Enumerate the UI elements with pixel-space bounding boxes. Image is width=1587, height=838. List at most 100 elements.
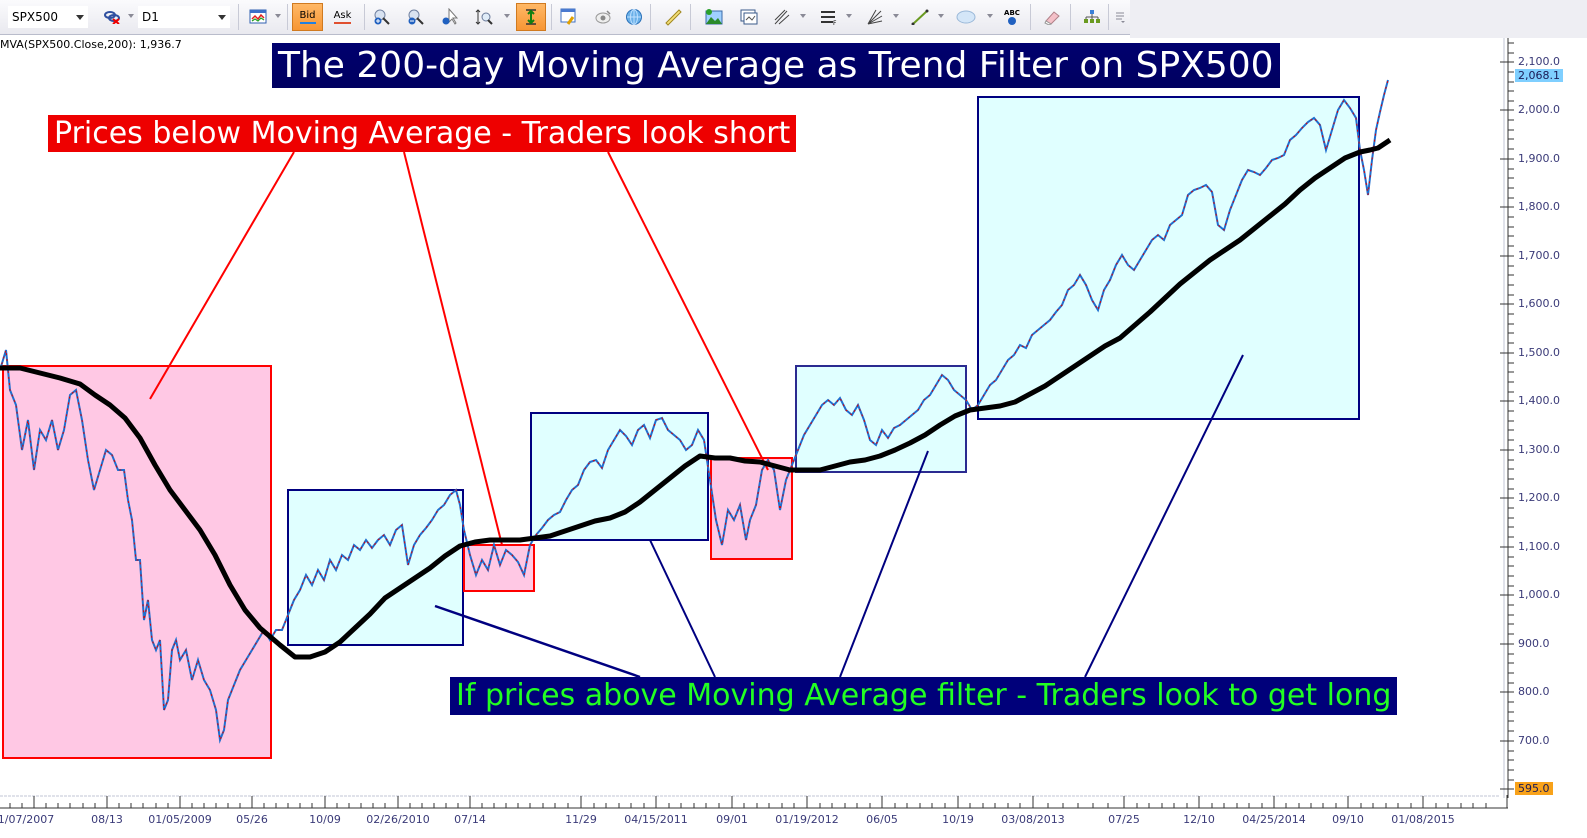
low-price-badge: 595.0	[1515, 782, 1553, 795]
pointer-long-2	[649, 539, 716, 678]
fan-icon[interactable]	[861, 3, 889, 31]
x-tick-label: 09/01	[716, 813, 748, 826]
x-tick-label: 1/07/2007	[0, 813, 55, 826]
y-tick-label: 1,100.0	[1518, 540, 1560, 553]
chevron-down-icon	[76, 15, 84, 20]
symbol-select[interactable]: SPX500	[8, 6, 88, 28]
chart-title: The 200-day Moving Average as Trend Filt…	[272, 43, 1280, 88]
chevron-down-icon[interactable]	[504, 14, 510, 18]
hide-icon[interactable]	[589, 3, 617, 31]
price-chart-svg	[0, 79, 1392, 759]
separator	[287, 4, 288, 30]
x-tick-label: 09/10	[1332, 813, 1364, 826]
timeframe-select[interactable]: D1	[138, 6, 230, 28]
y-tick-label: 1,700.0	[1518, 249, 1560, 262]
time-axis[interactable]: 1/07/2007 08/13 01/05/2009 05/26 10/09 0…	[0, 795, 1508, 838]
chevron-down-icon	[218, 15, 226, 20]
zoom-in-icon[interactable]	[368, 3, 396, 31]
region-short-2010	[463, 544, 535, 592]
chevron-down-icon[interactable]	[987, 14, 993, 18]
svg-text:F: F	[833, 20, 837, 25]
x-tick-label: 04/15/2011	[624, 813, 688, 826]
price-axis[interactable]: 2,100.0 2,068.1 2,000.0 1,900.0 1,800.0 …	[1500, 38, 1587, 798]
pointer-short-1	[149, 151, 295, 400]
pointer-long-4	[1084, 354, 1244, 678]
y-tick-label: 1,900.0	[1518, 152, 1560, 165]
eraser-icon[interactable]	[1038, 3, 1066, 31]
autoscale-icon[interactable]	[516, 3, 546, 31]
chevron-down-icon[interactable]	[800, 14, 806, 18]
separator	[690, 4, 691, 30]
chevron-down-icon[interactable]	[128, 14, 134, 18]
ellipse-icon[interactable]	[952, 3, 980, 31]
x-tick-label: 01/05/2009	[148, 813, 212, 826]
pointer-short-2	[403, 151, 503, 546]
ask-toggle[interactable]: Ask	[327, 3, 358, 31]
y-tick-label: 1,200.0	[1518, 491, 1560, 504]
x-tick-label: 03/08/2013	[1001, 813, 1065, 826]
globe-icon[interactable]	[620, 3, 648, 31]
region-short-2008	[2, 365, 272, 759]
add-chart-icon[interactable]	[735, 3, 763, 31]
pointer-long-1	[434, 604, 641, 679]
chevron-down-icon[interactable]	[938, 14, 944, 18]
moving-average-line	[0, 137, 1392, 660]
chevron-down-icon[interactable]	[275, 14, 281, 18]
unlink-icon[interactable]	[98, 3, 126, 31]
separator	[650, 4, 651, 30]
ruler-icon[interactable]	[659, 3, 687, 31]
separator	[1030, 4, 1031, 30]
bid-toggle[interactable]: Bid	[292, 3, 323, 31]
y-tick-label: 1,300.0	[1518, 443, 1560, 456]
text-icon[interactable]: ABC	[998, 3, 1026, 31]
long-annotation: If prices above Moving Average filter - …	[450, 677, 1398, 715]
separator	[551, 4, 552, 30]
y-tick-label: 900.0	[1518, 637, 1550, 650]
x-tick-label: 01/19/2012	[775, 813, 839, 826]
pointer-short-3	[607, 151, 769, 471]
x-tick-label: 08/13	[91, 813, 123, 826]
symbol-value: SPX500	[12, 10, 58, 24]
add-image-icon[interactable]	[700, 3, 728, 31]
y-tick-label: 1,000.0	[1518, 588, 1560, 601]
separator	[1070, 4, 1071, 30]
more-icon[interactable]	[1110, 3, 1130, 31]
x-tick-label: 10/19	[942, 813, 974, 826]
y-tick-label: 2,100.0	[1518, 55, 1560, 68]
time-axis-ticks	[0, 795, 1508, 809]
x-tick-label: 01/08/2015	[1391, 813, 1455, 826]
fibonacci-icon[interactable]	[768, 3, 796, 31]
x-tick-label: 04/25/2014	[1242, 813, 1306, 826]
x-tick-label: 05/26	[236, 813, 268, 826]
y-tick-label: 1,400.0	[1518, 394, 1560, 407]
chart-toolbar: SPX500 D1 Bid Ask	[0, 0, 1130, 35]
x-tick-label: 07/14	[454, 813, 486, 826]
chevron-down-icon[interactable]	[846, 14, 852, 18]
x-tick-label: 02/26/2010	[366, 813, 430, 826]
chevron-down-icon[interactable]	[893, 14, 899, 18]
hierarchy-icon[interactable]	[1078, 3, 1106, 31]
separator	[1108, 4, 1109, 30]
chart-type-icon[interactable]	[244, 3, 272, 31]
zoom-out-icon[interactable]	[402, 3, 430, 31]
timeframe-value: D1	[142, 10, 159, 24]
properties-icon[interactable]	[555, 3, 583, 31]
x-tick-label: 11/29	[565, 813, 597, 826]
x-tick-label: 12/10	[1183, 813, 1215, 826]
indicator-label: MVA(SPX500.Close,200): 1,936.7	[0, 38, 182, 51]
line-icon[interactable]	[906, 3, 934, 31]
price-axis-ticks	[1500, 38, 1514, 798]
chart-plot-area[interactable]	[0, 38, 1500, 795]
region-long-2013-2014	[977, 96, 1360, 420]
x-tick-label: 10/09	[309, 813, 341, 826]
y-tick-label: 1,600.0	[1518, 297, 1560, 310]
current-price-badge: 2,068.1	[1515, 69, 1563, 82]
fib-levels-icon[interactable]: F	[815, 3, 843, 31]
zoom-cursor-icon[interactable]	[436, 3, 464, 31]
region-short-2011	[710, 457, 793, 560]
toolbar-empty-area	[1130, 0, 1587, 38]
y-tick-label: 700.0	[1518, 734, 1550, 747]
zoom-fit-icon[interactable]	[470, 3, 498, 31]
price-line-red	[0, 79, 1389, 742]
separator	[238, 4, 239, 30]
